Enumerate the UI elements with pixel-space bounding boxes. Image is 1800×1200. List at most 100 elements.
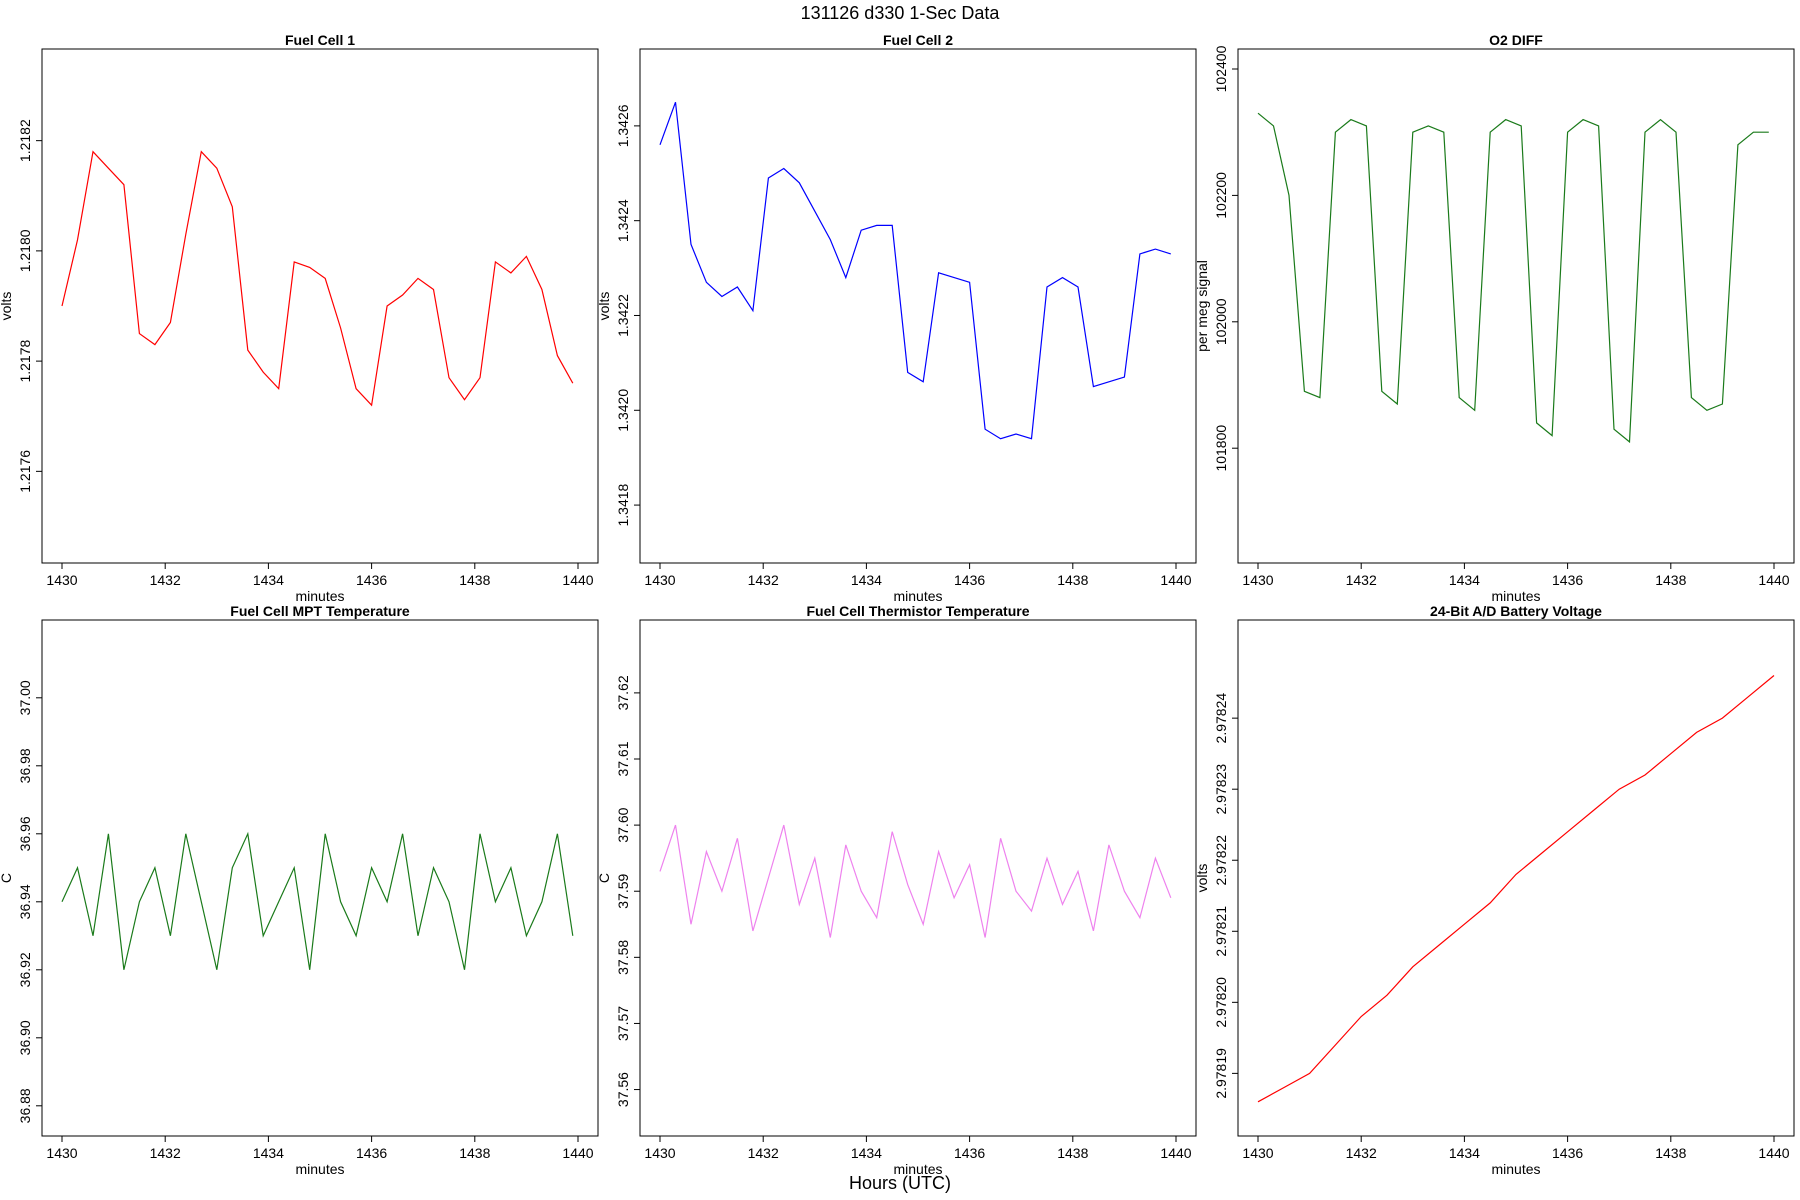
plot-frame: [639, 619, 1197, 1137]
chart-title: Fuel Cell Thermistor Temperature: [806, 603, 1029, 619]
y-tick-label: 1.2182: [17, 119, 33, 162]
chart-title: Fuel Cell MPT Temperature: [230, 603, 410, 619]
y-axis-label: volts: [0, 292, 14, 321]
x-tick-label: 1436: [1552, 572, 1583, 588]
x-tick-label: 1438: [1655, 1145, 1686, 1161]
y-tick-label: 2.97819: [1213, 1048, 1229, 1099]
x-tick-label: 1434: [851, 572, 882, 588]
y-axis-label: C: [0, 873, 14, 883]
x-tick-label: 1440: [1758, 1145, 1789, 1161]
chart-title: Fuel Cell 2: [883, 32, 953, 48]
y-tick-label: 36.94: [17, 884, 33, 919]
x-tick-label: 1430: [1242, 1145, 1273, 1161]
x-tick-label: 1432: [150, 572, 181, 588]
chart-panel: Fuel Cell 2 1430 1432 1434 1436 1438 1440 minut…: [596, 32, 1197, 604]
x-tick-label: 1436: [954, 572, 985, 588]
y-tick-label: 1.2178: [17, 339, 33, 382]
y-tick-label: 1.3426: [615, 104, 631, 147]
x-axis-label: minutes: [893, 588, 942, 604]
x-tick-label: 1438: [1057, 572, 1088, 588]
x-tick-label: 1430: [1242, 572, 1273, 588]
plot-frame: [41, 48, 599, 564]
x-tick-label: 1434: [1449, 1145, 1480, 1161]
y-tick-label: 36.98: [17, 748, 33, 783]
x-tick-label: 1432: [748, 1145, 779, 1161]
y-tick-label: 36.88: [17, 1088, 33, 1123]
y-tick-label: 37.60: [615, 807, 631, 842]
series-line: [1257, 112, 1769, 444]
y-tick-label: 2.97820: [1213, 977, 1229, 1028]
x-tick-label: 1438: [1057, 1145, 1088, 1161]
y-tick-label: 1.3422: [615, 294, 631, 337]
figure-title: 131126 d330 1-Sec Data: [800, 3, 1000, 23]
y-tick-label: 1.2176: [17, 450, 33, 493]
plot-frame: [1237, 48, 1795, 564]
series-line: [659, 824, 1172, 938]
y-tick-label: 1.2180: [17, 229, 33, 272]
chart-panel: 24-Bit A/D Battery Voltage 1430 1432 1434 14…: [1194, 603, 1795, 1177]
chart-panel: Fuel Cell MPT Temperature 1430 1432 1434 143…: [0, 603, 599, 1177]
y-tick-label: 37.59: [615, 873, 631, 908]
x-tick-label: 1432: [1346, 572, 1377, 588]
y-tick-label: 36.92: [17, 952, 33, 987]
x-tick-label: 1430: [46, 572, 77, 588]
x-tick-label: 1440: [562, 572, 593, 588]
chart-panel: O2 DIFF 1430 1432 1434 1436 1438 1440 minutes 10…: [1194, 32, 1795, 604]
figure-footer-xlabel: Hours (UTC): [849, 1173, 951, 1193]
plot-frame: [1237, 619, 1795, 1137]
y-tick-label: 36.90: [17, 1020, 33, 1055]
plot-frame: [639, 48, 1197, 564]
y-axis-label: C: [596, 873, 612, 883]
x-tick-label: 1434: [851, 1145, 882, 1161]
x-tick-label: 1440: [1160, 572, 1191, 588]
y-tick-label: 1.3418: [615, 483, 631, 526]
x-tick-label: 1436: [356, 1145, 387, 1161]
chart-panel: Fuel Cell Thermistor Temperature 1430 1432…: [596, 603, 1197, 1177]
x-tick-label: 1440: [1160, 1145, 1191, 1161]
y-tick-label: 37.58: [615, 940, 631, 975]
x-tick-label: 1430: [46, 1145, 77, 1161]
x-tick-label: 1438: [459, 1145, 490, 1161]
chart-panel: Fuel Cell 1 1430 1432 1434 1436 1438 1440 minut…: [0, 32, 599, 604]
x-tick-label: 1430: [644, 1145, 675, 1161]
series-line: [659, 101, 1171, 440]
x-tick-label: 1440: [1758, 572, 1789, 588]
x-axis-label: minutes: [1491, 588, 1540, 604]
series-line: [61, 831, 574, 970]
y-tick-label: 2.97821: [1213, 906, 1229, 957]
series-line: [1257, 675, 1775, 1103]
x-tick-label: 1432: [1346, 1145, 1377, 1161]
chart-title: O2 DIFF: [1489, 32, 1543, 48]
x-tick-label: 1430: [644, 572, 675, 588]
y-tick-label: 37.62: [615, 675, 631, 710]
y-tick-label: 36.96: [17, 816, 33, 851]
y-tick-label: 1.3420: [615, 389, 631, 432]
y-axis-label: volts: [596, 292, 612, 321]
y-tick-label: 102400: [1213, 45, 1229, 92]
x-axis-label: minutes: [893, 1161, 942, 1177]
x-tick-label: 1440: [562, 1145, 593, 1161]
x-tick-label: 1434: [253, 1145, 284, 1161]
x-tick-label: 1436: [954, 1145, 985, 1161]
x-tick-label: 1438: [459, 572, 490, 588]
y-tick-label: 37.57: [615, 1006, 631, 1041]
chart-title: 24-Bit A/D Battery Voltage: [1430, 603, 1602, 619]
y-axis-label: per meg signal: [1194, 260, 1210, 352]
y-tick-label: 37.61: [615, 741, 631, 776]
x-axis-label: minutes: [1491, 1161, 1540, 1177]
y-tick-label: 101800: [1213, 425, 1229, 472]
y-tick-label: 2.97822: [1213, 835, 1229, 886]
x-tick-label: 1432: [150, 1145, 181, 1161]
y-tick-label: 102000: [1213, 298, 1229, 345]
chart-title: Fuel Cell 1: [285, 32, 355, 48]
y-tick-label: 1.3424: [615, 199, 631, 242]
x-tick-label: 1436: [1552, 1145, 1583, 1161]
x-axis-label: minutes: [295, 588, 344, 604]
y-tick-label: 102200: [1213, 172, 1229, 219]
y-axis-label: volts: [1194, 864, 1210, 893]
x-tick-label: 1434: [1449, 572, 1480, 588]
y-tick-label: 37.56: [615, 1072, 631, 1107]
x-axis-label: minutes: [295, 1161, 344, 1177]
